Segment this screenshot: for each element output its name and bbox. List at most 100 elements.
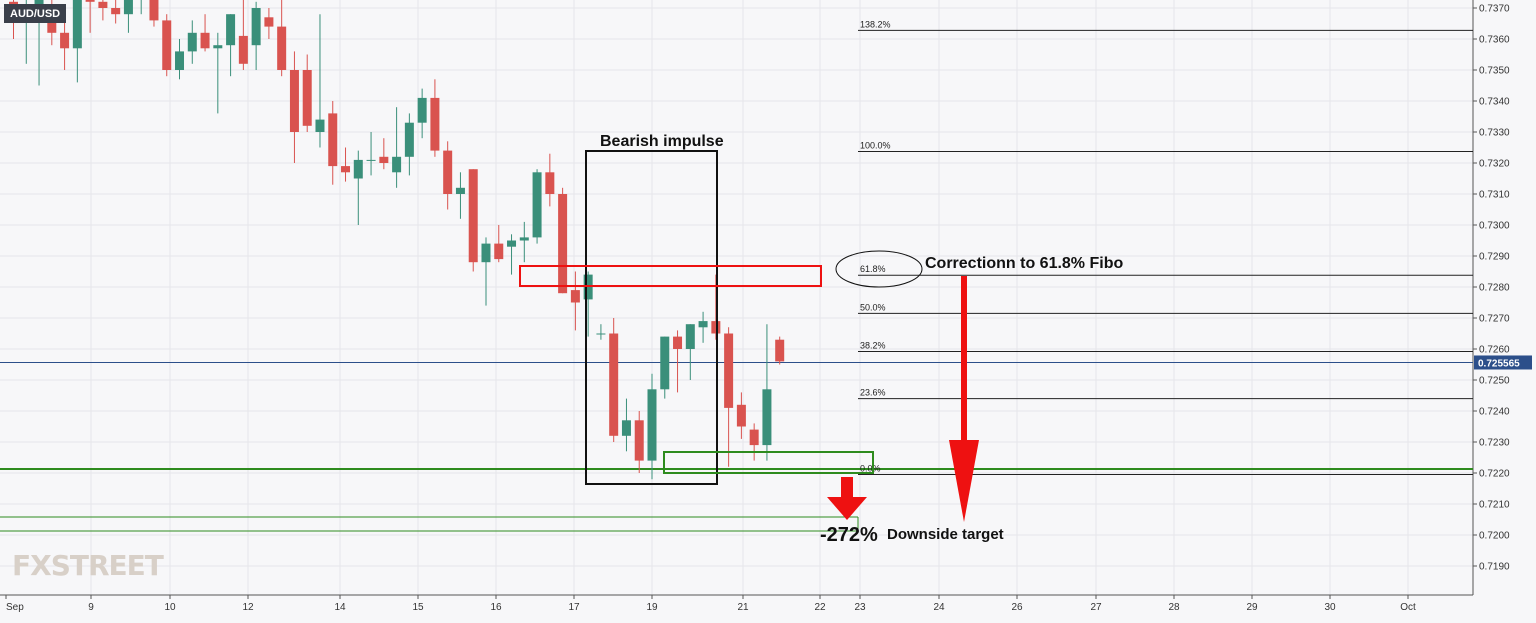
impulse-box bbox=[585, 150, 718, 485]
candle-body bbox=[443, 150, 453, 194]
fib-level-label: 23.6% bbox=[860, 388, 886, 398]
price-tick-label: 0.7360 bbox=[1479, 35, 1510, 46]
time-tick-label: 28 bbox=[1168, 602, 1180, 613]
fib-level-label: 138.2% bbox=[860, 19, 891, 29]
price-tick-label: 0.7230 bbox=[1479, 438, 1510, 449]
candle-body bbox=[685, 324, 695, 349]
price-axis-background bbox=[1473, 0, 1536, 618]
price-tick-label: 0.7290 bbox=[1479, 252, 1510, 263]
candle-body bbox=[417, 97, 427, 123]
candle bbox=[762, 324, 772, 461]
candle-body bbox=[302, 70, 312, 126]
price-tick-label: 0.7210 bbox=[1479, 500, 1510, 511]
time-tick-label: 26 bbox=[1011, 602, 1023, 613]
time-tick-label: 16 bbox=[490, 602, 502, 613]
candle-body bbox=[660, 336, 670, 390]
candle-body bbox=[673, 336, 683, 349]
price-tick-label: 0.7330 bbox=[1479, 128, 1510, 139]
candle-body bbox=[34, 0, 44, 5]
candle bbox=[149, 0, 159, 27]
candle-body bbox=[60, 32, 70, 49]
candle bbox=[519, 221, 529, 263]
price-tick-label: 0.7350 bbox=[1479, 66, 1510, 77]
time-tick-label: 10 bbox=[164, 602, 176, 613]
candle bbox=[264, 8, 274, 39]
candle bbox=[140, 0, 142, 15]
candle bbox=[328, 101, 338, 185]
price-tick-label: 0.7300 bbox=[1479, 221, 1510, 232]
candle-body bbox=[149, 0, 159, 21]
candle-body bbox=[366, 159, 376, 161]
fxstreet-logo: FXSTREET bbox=[12, 549, 164, 582]
time-tick-label: 27 bbox=[1090, 602, 1102, 613]
price-tick-label: 0.7190 bbox=[1479, 562, 1510, 573]
candle-body bbox=[711, 321, 721, 334]
fib-level-label: 100.0% bbox=[860, 141, 891, 151]
target-percent-label: -272% bbox=[820, 524, 878, 546]
candle bbox=[455, 172, 465, 219]
candles bbox=[9, 0, 785, 480]
small-arrow-head bbox=[827, 497, 867, 520]
time-tick-label: 17 bbox=[568, 602, 580, 613]
correction-label: Correctionn to 61.8% Fibo bbox=[925, 255, 1123, 272]
candle-body bbox=[749, 429, 759, 446]
candle bbox=[238, 0, 248, 70]
price-tick-label: 0.7200 bbox=[1479, 531, 1510, 542]
price-tick-label: 0.7260 bbox=[1479, 345, 1510, 356]
candle bbox=[698, 311, 708, 343]
candle-body bbox=[111, 8, 121, 15]
candle-body bbox=[532, 172, 542, 238]
candle bbox=[481, 237, 491, 306]
price-tick-label: 0.7310 bbox=[1479, 190, 1510, 201]
candle bbox=[443, 141, 453, 210]
time-tick-label: 15 bbox=[412, 602, 424, 613]
time-tick-label: 23 bbox=[854, 602, 866, 613]
candle bbox=[532, 169, 542, 244]
candle-body bbox=[328, 113, 338, 167]
candle bbox=[175, 39, 185, 80]
candle-body bbox=[404, 122, 414, 157]
candle-body bbox=[724, 333, 734, 408]
impulse-label: Bearish impulse bbox=[600, 133, 724, 150]
candle-body bbox=[736, 404, 746, 427]
candle-body bbox=[570, 290, 580, 303]
candle-body bbox=[379, 156, 389, 163]
candle bbox=[570, 271, 580, 331]
candle-body bbox=[187, 32, 197, 52]
candle bbox=[468, 169, 478, 272]
candle bbox=[289, 51, 299, 163]
price-tick-label: 0.7240 bbox=[1479, 407, 1510, 418]
candle bbox=[749, 423, 759, 461]
candle-body bbox=[596, 333, 606, 335]
candle-body bbox=[609, 333, 619, 436]
support-zone-box bbox=[663, 451, 874, 474]
candle-body bbox=[430, 97, 440, 151]
candle bbox=[60, 14, 70, 70]
candle-body bbox=[545, 172, 555, 194]
symbol-label: AUD/USD bbox=[4, 4, 67, 23]
candle-body bbox=[289, 70, 299, 132]
candle-body bbox=[98, 1, 108, 8]
candle bbox=[251, 1, 261, 70]
fibonacci-levels bbox=[858, 29, 1473, 476]
candle-body bbox=[213, 45, 223, 49]
fib-level-label: 61.8% bbox=[860, 264, 886, 274]
candle bbox=[621, 398, 631, 452]
time-tick-label: 29 bbox=[1246, 602, 1258, 613]
candle bbox=[98, 0, 108, 21]
candle-body bbox=[481, 243, 491, 263]
candle bbox=[494, 225, 504, 263]
candle-body bbox=[621, 420, 631, 436]
candle bbox=[72, 0, 82, 83]
candle bbox=[341, 147, 351, 182]
candle bbox=[187, 20, 197, 64]
candle-body bbox=[775, 339, 785, 362]
target-label: Downside target bbox=[887, 526, 1004, 543]
time-tick-label: 21 bbox=[737, 602, 749, 613]
candle bbox=[315, 14, 325, 148]
candle-body bbox=[264, 17, 274, 27]
candle bbox=[724, 327, 734, 467]
candle-body bbox=[175, 51, 185, 70]
